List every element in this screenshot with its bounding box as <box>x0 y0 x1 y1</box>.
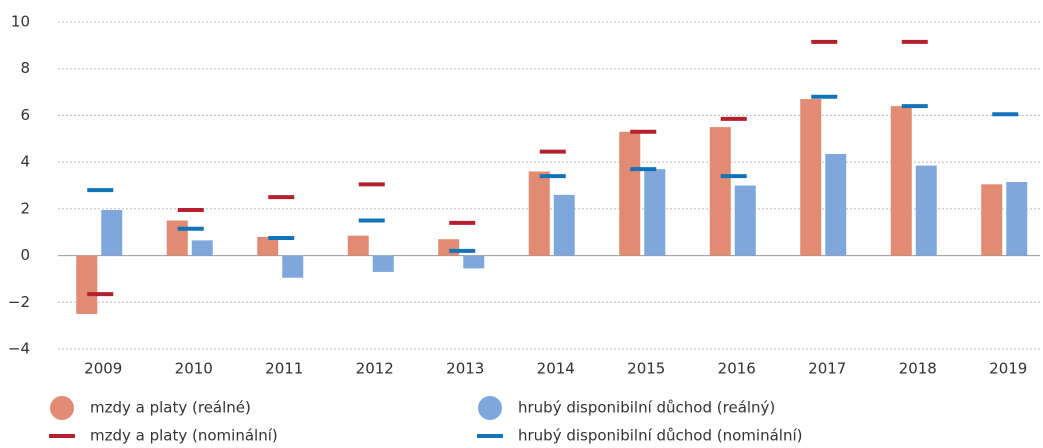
bar <box>890 106 912 256</box>
bar <box>372 255 394 272</box>
bar <box>101 210 123 256</box>
x-tick-label: 2011 <box>265 360 303 378</box>
legend-label: mzdy a platy (reálné) <box>90 399 251 417</box>
bar <box>528 171 550 256</box>
bar <box>438 239 460 256</box>
bar <box>553 194 575 256</box>
bar <box>825 153 847 256</box>
legend-label: hrubý disponibilní důchod (nominální) <box>518 427 802 445</box>
y-tick-label: −4 <box>8 340 30 358</box>
x-tick-label: 2013 <box>446 360 484 378</box>
x-tick-label: 2018 <box>899 360 937 378</box>
x-tick-label: 2010 <box>175 360 213 378</box>
y-tick-label: −2 <box>8 293 30 311</box>
bar <box>644 169 666 256</box>
x-tick-label: 2015 <box>627 360 665 378</box>
legend-swatch <box>50 396 74 420</box>
bar <box>166 220 188 256</box>
legend-swatch <box>478 396 502 420</box>
bar <box>191 240 213 256</box>
x-tick-label: 2019 <box>989 360 1027 378</box>
bar <box>709 127 731 256</box>
bar <box>257 236 279 256</box>
x-tick-label: 2017 <box>808 360 846 378</box>
y-tick-label: 4 <box>20 153 30 171</box>
y-tick-label: 10 <box>11 13 30 31</box>
bar <box>734 185 756 256</box>
y-tick-label: 2 <box>20 199 30 217</box>
y-tick-label: 8 <box>20 59 30 77</box>
x-tick-label: 2009 <box>84 360 122 378</box>
x-tick-label: 2012 <box>356 360 394 378</box>
bar <box>800 99 822 256</box>
bar <box>76 255 98 314</box>
bar <box>282 255 304 278</box>
x-tick-label: 2016 <box>718 360 756 378</box>
bar <box>981 184 1003 256</box>
y-tick-label: 6 <box>20 106 30 124</box>
bar <box>463 255 485 269</box>
y-tick-label: 0 <box>20 246 30 264</box>
bar <box>915 165 937 256</box>
bar <box>1006 181 1028 256</box>
legend-label: hrubý disponibilní důchod (reálný) <box>518 399 775 417</box>
bar <box>347 235 369 256</box>
bar <box>619 131 641 256</box>
x-tick-label: 2014 <box>537 360 575 378</box>
legend-label: mzdy a platy (nominální) <box>90 427 278 445</box>
